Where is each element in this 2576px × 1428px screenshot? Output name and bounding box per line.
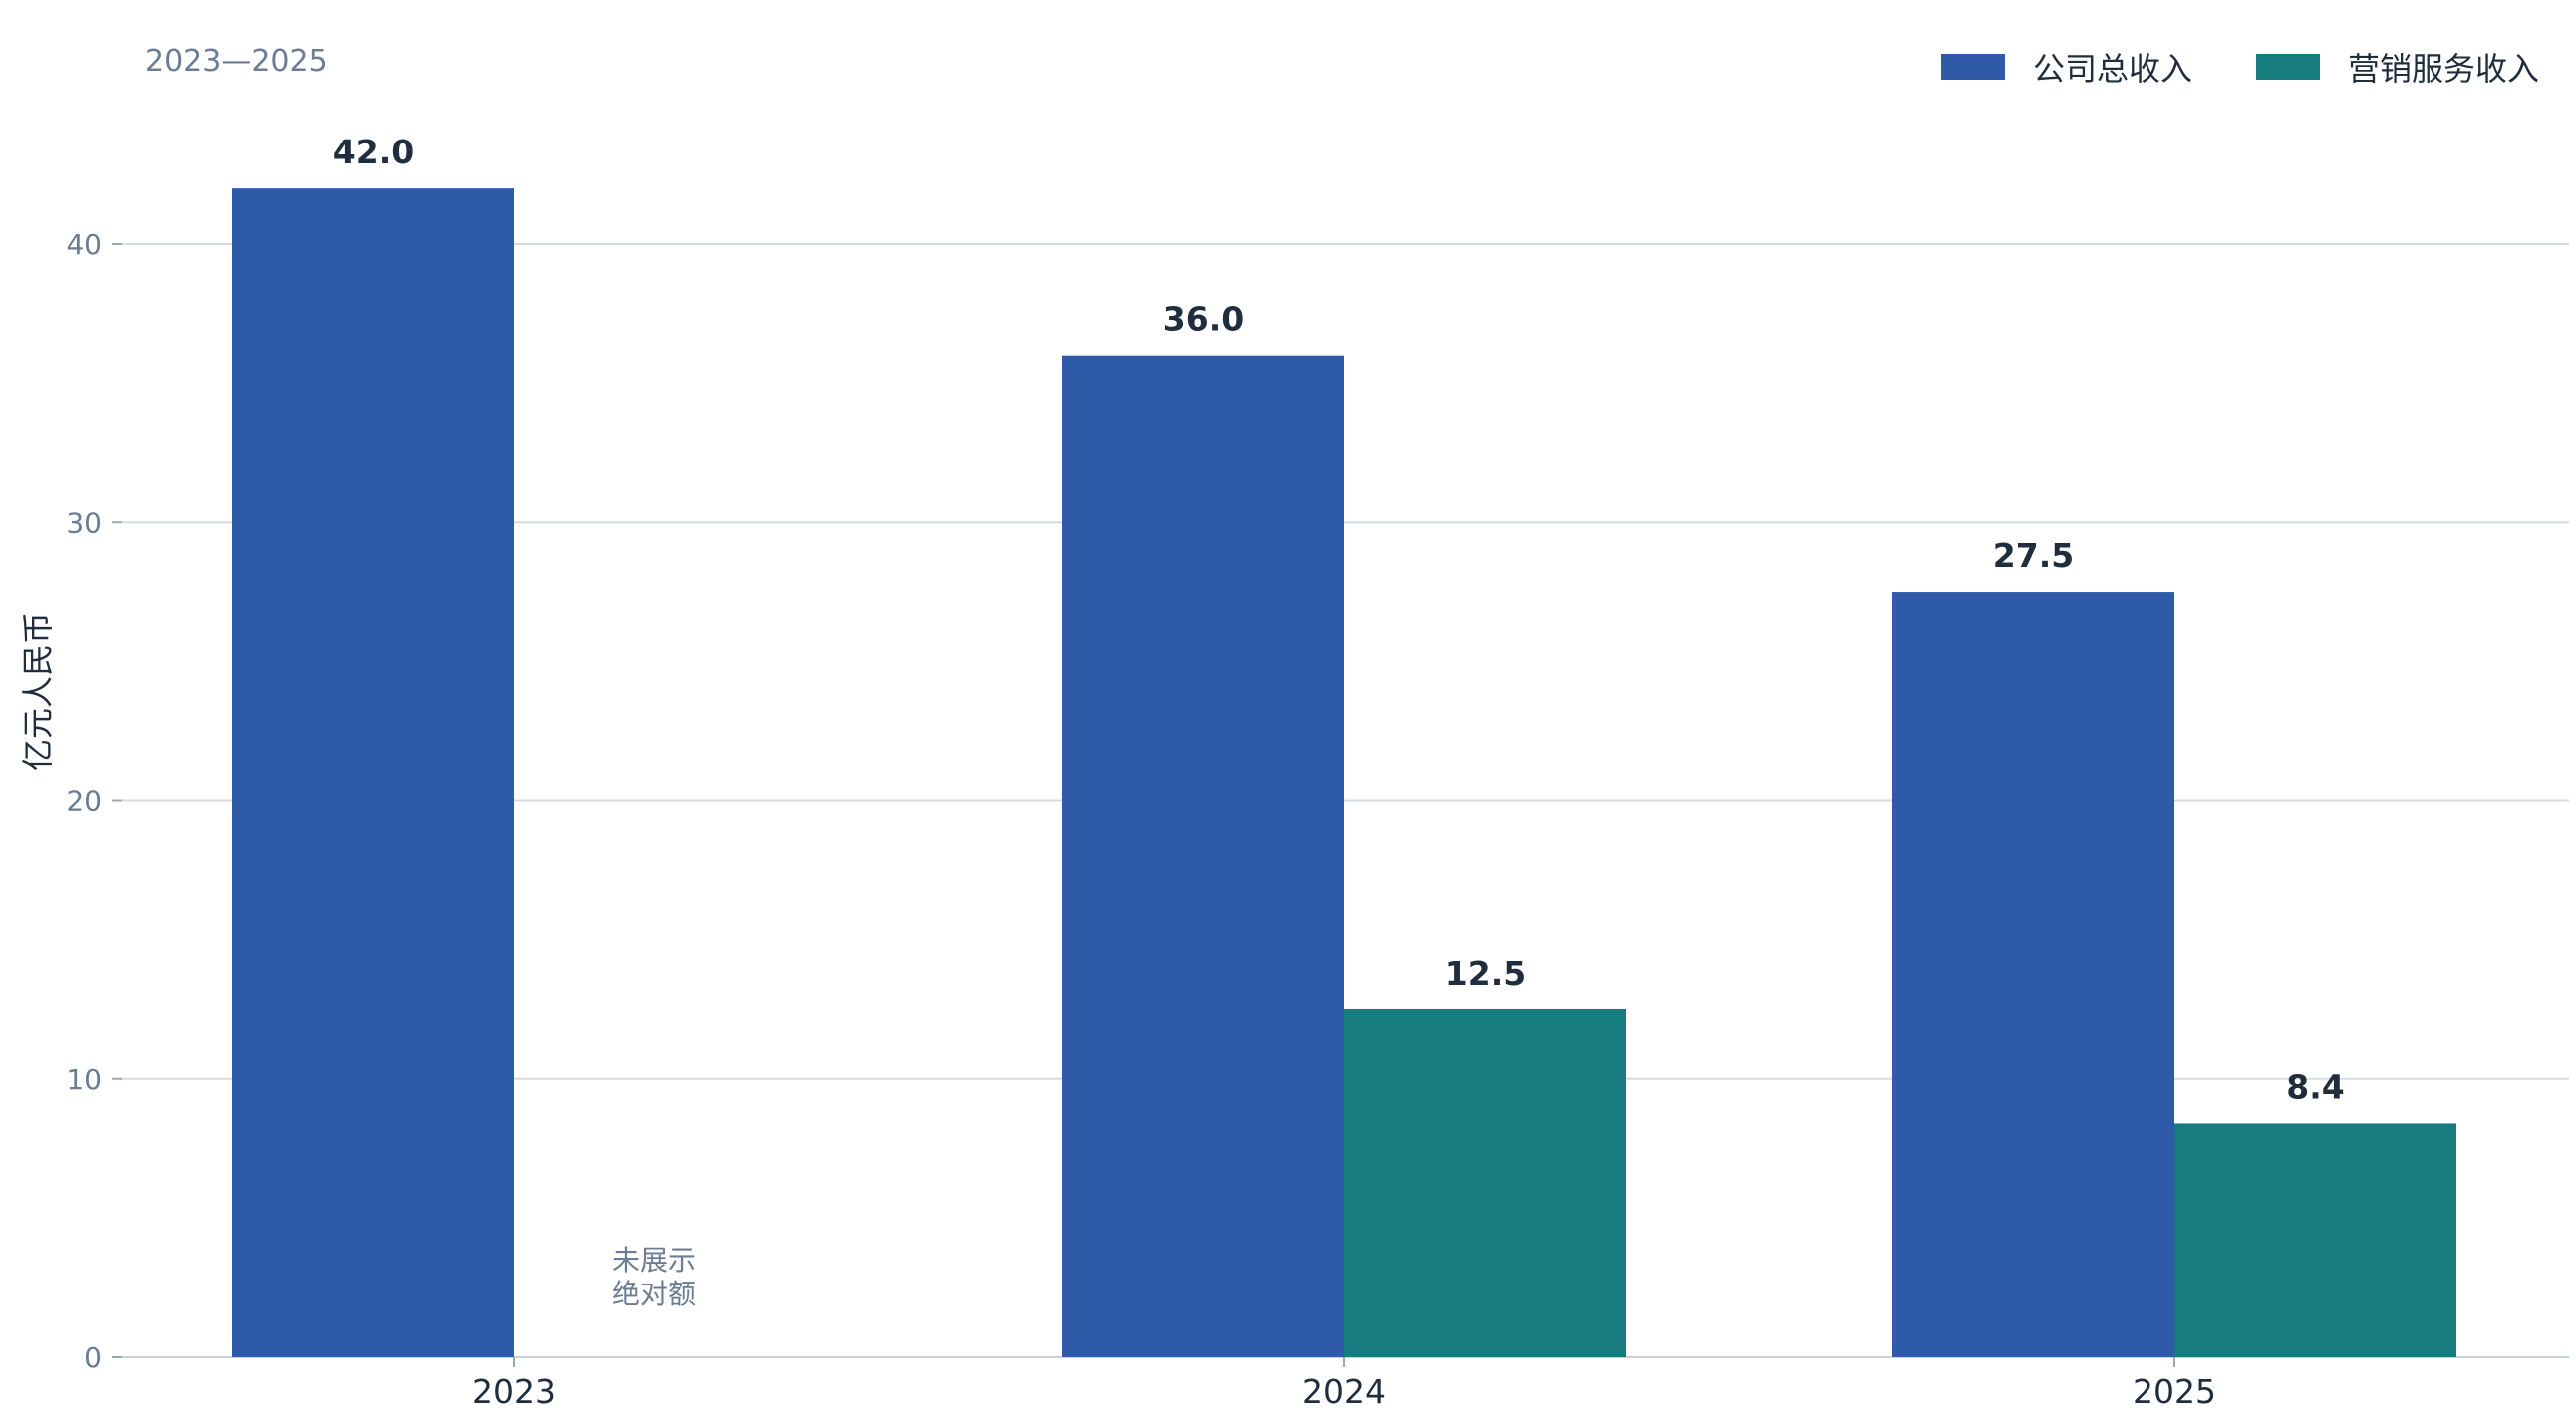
bar-total-revenue-2023 (232, 188, 514, 1357)
x-tick-label-2025: 2025 (2133, 1372, 2216, 1411)
chart-subtitle: 2023—2025 (145, 44, 328, 79)
y-tick-label-40: 40 (66, 228, 102, 261)
y-axis-label: 亿元人民币 (19, 611, 57, 772)
bar-marketing-revenue-2025 (2174, 1123, 2456, 1357)
y-tick-label-0: 0 (84, 1341, 102, 1374)
bar-total-revenue-2024 (1062, 355, 1344, 1357)
bars (232, 188, 2456, 1357)
bar-marketing-revenue-2024 (1344, 1008, 1626, 1357)
legend: 公司总收入 营销服务收入 (1940, 44, 2539, 90)
y-tick-label-20: 20 (66, 785, 102, 818)
legend-swatch-total-revenue (1940, 54, 2005, 80)
data-label-marketing-revenue-2025: 8.4 (2286, 1067, 2344, 1106)
annotation-line-1: 未展示 (612, 1244, 697, 1277)
legend-swatch-marketing-revenue (2255, 54, 2320, 80)
annotation-line-2: 绝对额 (612, 1278, 697, 1310)
bar-total-revenue-2025 (1892, 592, 2174, 1357)
data-label-marketing-revenue-2024: 12.5 (1445, 954, 1526, 993)
legend-item-marketing-revenue: 营销服务收入 (2255, 44, 2539, 90)
data-label-total-revenue-2024: 36.0 (1163, 300, 1244, 339)
legend-label-total-revenue: 公司总收入 (2032, 50, 2192, 88)
y-tick-label-30: 30 (66, 506, 102, 539)
y-tick-label-10: 10 (66, 1063, 102, 1096)
data-label-total-revenue-2023: 42.0 (333, 133, 414, 171)
legend-item-total-revenue: 公司总收入 (1940, 44, 2192, 90)
x-tick-label-2023: 2023 (472, 1372, 556, 1411)
annotation-note: 未展示 绝对额 (612, 1244, 731, 1311)
data-label-total-revenue-2025: 27.5 (1993, 536, 2074, 575)
legend-label-marketing-revenue: 营销服务收入 (2347, 50, 2539, 88)
data-labels: 42.0 36.0 27.5 12.5 8.4 (333, 133, 2345, 1106)
x-tick-label-2024: 2024 (1302, 1372, 1386, 1411)
